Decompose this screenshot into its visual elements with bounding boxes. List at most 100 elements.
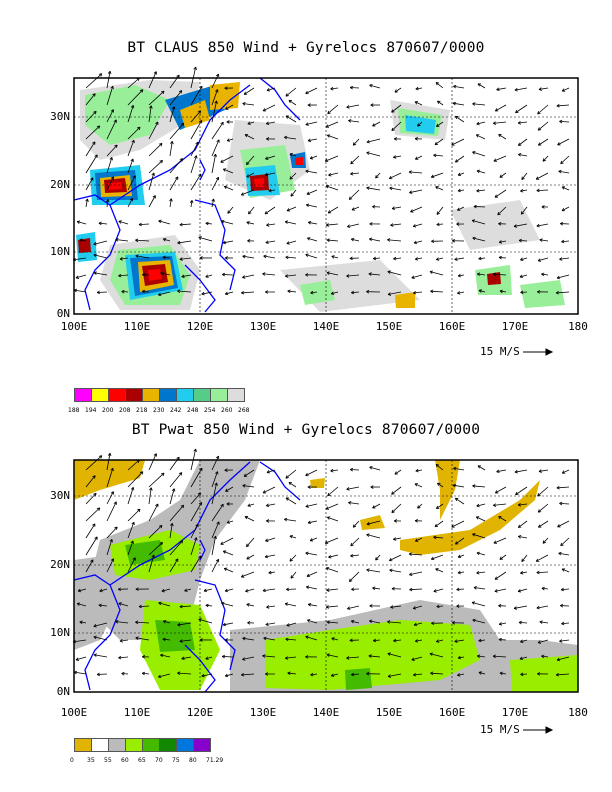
wind-vector [558,170,570,174]
wind-vector-head [198,236,202,240]
wind-vector-head [537,290,541,294]
wind-vector [190,467,203,488]
wind-vector-head [131,521,135,526]
wind-vector-head [107,452,112,457]
wind-vector [493,155,507,162]
wind-vector-head [284,517,288,522]
wind-vector-head [189,200,194,204]
wind-vector [307,237,318,242]
wind-vector [169,472,183,488]
wind-vector-head [457,655,461,660]
wind-vector-head [457,273,461,278]
wind-vector-head [369,604,373,608]
wind-vector-head [247,239,251,243]
wind-vector-head [477,272,481,277]
wind-vector [350,172,360,175]
wind-vector-head [155,121,159,125]
wind-vector-head [513,606,518,610]
wind-vector [85,475,96,488]
wind-vector-head [77,588,82,593]
wind-vector [455,497,465,505]
wind-vector-head [537,640,542,644]
wind-vector-head [263,636,267,641]
wind-vector-head [476,571,480,575]
wind-vector [211,198,215,208]
wind-vector-head [142,654,146,659]
wind-vector [493,503,507,506]
wind-vector [148,472,165,488]
legend-label: 200 [102,407,114,414]
wind-vector [241,673,255,676]
wind-vector [305,552,318,556]
wind-vector-head [513,224,518,228]
wind-vector-head [387,292,392,296]
wind-vector-head [135,636,139,640]
wind-vector-head [347,606,351,610]
wind-vector [211,153,217,174]
lat-tick-label: 10N [50,245,70,258]
wind-vector-head [411,657,415,661]
wind-vector-head [225,488,229,492]
wind-vector-head [537,258,542,262]
wind-vector-head [135,620,139,625]
wind-vector-head [305,122,309,126]
panel2-grid [74,460,578,692]
wind-vector-head [205,603,209,608]
wind-vector [538,87,549,90]
wind-vector-head [535,176,540,180]
wind-vector [148,453,157,471]
wind-vector-head [453,466,457,471]
wind-vector-head [372,586,376,591]
wind-vector-head [393,519,398,523]
wind-vector [308,603,318,607]
wind-vector [494,571,507,580]
wind-vector-head [349,256,353,261]
wind-vector [158,602,171,607]
wind-vector-head [348,578,353,582]
wind-vector-head [348,196,353,200]
wind-vector-head [110,467,114,472]
wind-vector [142,290,150,293]
wind-vector [431,554,444,560]
wind-vector [457,172,465,176]
wind-vector [203,588,213,592]
wind-vector [115,239,129,242]
lat-tick-label: 30N [50,110,70,123]
wind-vector-head [307,603,312,607]
wind-vector-head [287,289,291,294]
wind-vector [411,274,423,279]
wind-vector-head [518,238,522,243]
wind-vector-head [472,618,476,623]
wind-vector-head [246,221,250,225]
wind-vector-head [325,605,330,609]
wind-vector-head [498,603,502,608]
wind-vector [148,71,157,89]
wind-vector [451,520,465,528]
lon-tick-label: 180 [568,706,588,719]
wind-vector [205,656,213,660]
wind-vector-head [285,93,289,97]
wind-vector-head [414,483,418,487]
wind-vector [520,291,528,293]
wind-vector-head [109,539,113,543]
wind-vector [561,206,570,212]
wind-vector [289,153,297,157]
wind-vector-head [496,87,500,92]
wind-vector [106,539,113,556]
wind-vector [85,73,103,89]
wind-vector-head [349,85,354,90]
wind-vector [190,110,201,123]
panel2-legend [74,738,211,752]
wind-vector-head [436,123,440,127]
wind-vector-head [240,574,245,578]
wind-vector-head [285,497,290,501]
wind-vector-head [324,158,329,162]
wind-vector [476,134,486,140]
wind-vector-head [264,211,269,215]
wind-vector [391,486,402,495]
wind-vector [190,173,202,191]
wind-vector [476,552,486,556]
wind-vector [246,172,255,178]
wind-vector [211,121,224,140]
wind-vector [473,206,486,208]
